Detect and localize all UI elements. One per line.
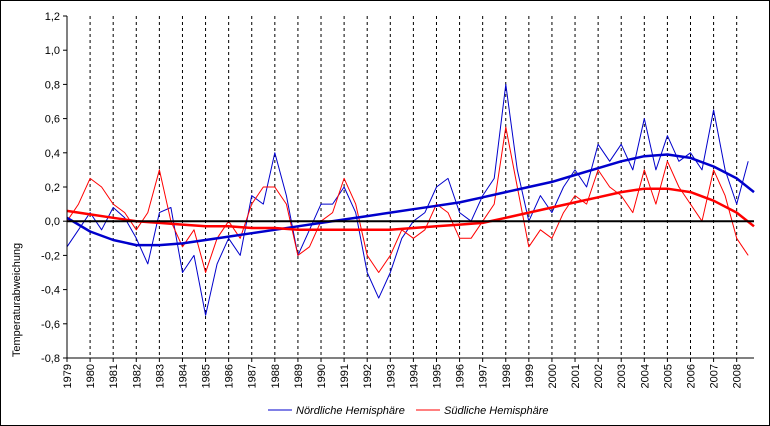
y-tick-label: 0,6 — [45, 114, 60, 126]
x-tick-label: 2002 — [593, 364, 605, 388]
x-tick-label: 1985 — [201, 364, 213, 388]
y-tick-label: -0,4 — [41, 285, 60, 297]
y-tick-label: 1,0 — [45, 45, 60, 57]
x-tick-label: 1982 — [131, 364, 143, 388]
legend: Nördliche Hemisphäre Südliche Hemisphäre — [268, 405, 549, 417]
north-series-line — [66, 83, 749, 316]
x-tick-label: 2003 — [616, 364, 628, 388]
x-tick-label: 2001 — [570, 364, 582, 388]
x-tick-label: 1989 — [293, 364, 305, 388]
y-tick-label: -0,2 — [41, 250, 60, 262]
x-tick-label: 1988 — [270, 364, 282, 388]
north-trend-line — [66, 153, 755, 247]
x-tick-label: 1992 — [362, 364, 374, 388]
x-tick-label: 1987 — [247, 364, 259, 388]
x-tick-label: 1993 — [385, 364, 397, 388]
legend-south-label: Südliche Hemisphäre — [444, 405, 549, 417]
x-tick-label: 2005 — [662, 364, 674, 388]
x-tick-label: 2000 — [547, 364, 559, 388]
south-trend-line — [66, 187, 755, 232]
y-tick-label: 0,2 — [45, 182, 60, 194]
y-tick-label: -0,8 — [41, 353, 60, 365]
x-tick-label: 1983 — [154, 364, 166, 388]
x-tick-label: 1991 — [339, 364, 351, 388]
x-tick-label: 1995 — [431, 364, 443, 388]
x-tick-label: 2007 — [709, 364, 721, 388]
x-tick-label: 1990 — [316, 364, 328, 388]
x-tick-label: 1984 — [177, 364, 189, 388]
x-tick-label: 1980 — [85, 364, 97, 388]
x-tick-label: 1997 — [478, 364, 490, 388]
y-tick-label: -0,6 — [41, 319, 60, 331]
y-tick-label: 1,2 — [45, 11, 60, 23]
x-tick-label: 1981 — [108, 364, 120, 388]
x-tick-label: 1986 — [224, 364, 236, 388]
x-tick-label: 2008 — [732, 364, 744, 388]
x-tick-label: 2006 — [685, 364, 697, 388]
y-axis-label: Temperaturabweichung — [11, 243, 23, 357]
south-series-line — [66, 126, 749, 273]
y-tick-label: 0,8 — [45, 79, 60, 91]
x-tick-label: 1996 — [455, 364, 467, 388]
series-layer — [66, 83, 755, 316]
y-tick-label: 0,0 — [45, 216, 60, 228]
axes: 1,2 1,0 0,8 0,6 0,4 0,2 0,0 -0,2 -0,4 -0,6 -0,8197… — [41, 11, 754, 388]
x-tick-label: 1979 — [62, 364, 74, 388]
gridlines — [89, 16, 738, 358]
x-tick-label: 2004 — [639, 364, 651, 388]
legend-north-label: Nördliche Hemisphäre — [296, 405, 405, 417]
x-tick-label: 1999 — [524, 364, 536, 388]
x-tick-label: 1998 — [501, 364, 513, 388]
y-tick-label: 0,4 — [45, 148, 60, 160]
x-tick-label: 1994 — [408, 364, 420, 388]
